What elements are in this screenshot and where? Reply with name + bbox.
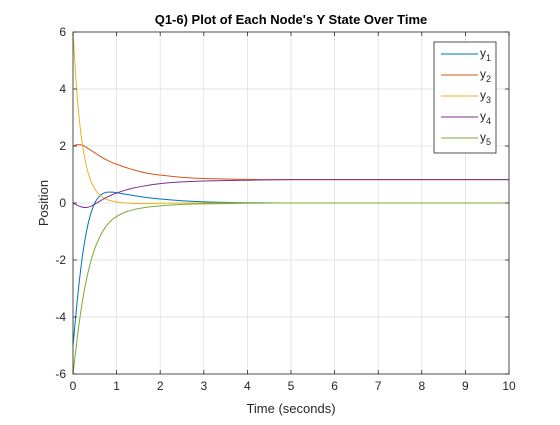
series-line-y5 (72, 202, 509, 375)
y-axis-label: Position (36, 180, 51, 226)
y-tick-label: 6 (59, 25, 66, 39)
y-tick-label: -4 (55, 310, 66, 324)
chart-title: Q1-6) Plot of Each Node's Y State Over T… (155, 12, 428, 27)
x-tick-label: 7 (375, 379, 382, 393)
x-tick-label: 8 (418, 379, 425, 393)
x-tick-label: 2 (157, 379, 164, 393)
x-tick-label: 6 (331, 379, 338, 393)
x-tick-label: 9 (462, 379, 469, 393)
y-tick-label: 0 (59, 196, 66, 210)
x-tick-label: 3 (200, 379, 207, 393)
x-tick-label: 4 (244, 379, 251, 393)
x-tick-label: 10 (502, 379, 516, 393)
y-tick-label: 4 (59, 82, 66, 96)
y-tick-label: -6 (55, 367, 66, 381)
series-layer (72, 31, 509, 375)
tick-layer: 0 1 2 3 4 5 6 7 8 9 10 -6 -4 -2 0 2 4 6 (55, 25, 516, 393)
legend-item-y5: y5 (441, 130, 491, 147)
legend-item-y4: y4 (441, 109, 491, 126)
legend-label: y4 (480, 109, 491, 126)
series-line-y4 (72, 179, 509, 209)
x-axis-label: Time (seconds) (246, 401, 335, 416)
x-tick-label: 1 (113, 379, 120, 393)
legend-label: y3 (480, 88, 491, 105)
y-tick-label: 2 (59, 139, 66, 153)
legend-box (433, 41, 497, 154)
legend: y1 y2 y3 y4 y5 (433, 41, 497, 154)
legend-label: y1 (480, 46, 491, 63)
x-tick-label: 5 (288, 379, 295, 393)
legend-label: y2 (480, 67, 491, 84)
legend-item-y3: y3 (441, 88, 491, 105)
legend-item-y1: y1 (441, 46, 491, 63)
legend-item-y2: y2 (441, 67, 491, 84)
x-tick-label: 0 (70, 379, 77, 393)
y-tick-label: -2 (55, 253, 66, 267)
legend-label: y5 (480, 130, 491, 147)
